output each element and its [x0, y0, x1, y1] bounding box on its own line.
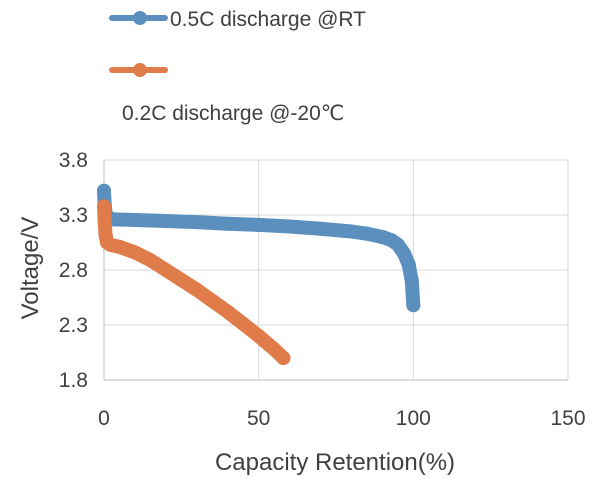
x-tick-label-3: 150 [550, 407, 585, 430]
series-2-point-16 [276, 351, 291, 365]
series-2-point-6 [127, 245, 142, 260]
series-1-point-0 [97, 183, 111, 198]
series-1-point-19 [404, 274, 419, 288]
series-1-point-6 [158, 214, 173, 229]
series-2-point-15 [267, 342, 282, 357]
series-1-point-18 [401, 257, 416, 272]
series-1-point-9 [251, 217, 266, 232]
legend-label-series-1: 0.5C discharge @RT [170, 8, 366, 31]
series-layer [97, 183, 421, 365]
series-2-point-13 [236, 316, 251, 331]
series-1-point-8 [220, 216, 235, 231]
x-tick-label-0: 0 [98, 407, 110, 430]
series-1-point-11 [313, 221, 328, 236]
series-1-point-17 [397, 246, 412, 261]
series-2-point-9 [174, 272, 189, 287]
legend-item-series-1: 0.5C discharge @RT [109, 8, 366, 31]
series-2 [97, 199, 291, 365]
series-1-point-13 [359, 226, 374, 241]
legend-swatch-marker-series-2 [133, 63, 147, 77]
series-1-point-20 [406, 298, 421, 313]
series-1-point-5 [127, 212, 142, 227]
tick-labels: 1.8 2.3 2.8 3.3 3.8 0 50 100 150 [59, 149, 586, 430]
x-axis-label: Capacity Retention(%) [215, 449, 455, 476]
series-1-point-12 [344, 224, 359, 239]
series-2-point-7 [143, 253, 158, 268]
series-2-point-14 [251, 329, 266, 343]
legend-label-series-2: 0.2C discharge @-20℃ [122, 102, 344, 125]
y-tick-label-0: 1.8 [59, 369, 88, 392]
y-tick-label-3: 3.3 [59, 204, 88, 227]
legend: 0.5C discharge @RT 0.2C discharge @-20℃ [109, 8, 366, 125]
series-2-point-0 [97, 199, 111, 214]
series-2-point-12 [220, 304, 235, 319]
y-tick-label-2: 2.8 [59, 259, 88, 282]
x-tick-label-2: 100 [396, 407, 431, 430]
y-axis-label: Voltage/V [17, 217, 44, 320]
legend-swatch-marker-series-1 [133, 11, 147, 25]
y-tick-label-4: 3.8 [59, 149, 88, 172]
series-2-point-10 [189, 282, 204, 297]
series-2-point-11 [205, 293, 220, 308]
series-2-point-1 [97, 213, 112, 228]
y-tick-label-1: 2.3 [59, 314, 88, 337]
series-1-point-7 [189, 215, 204, 230]
legend-item-series-2: 0.2C discharge @-20℃ [109, 63, 344, 125]
x-tick-label-1: 50 [247, 407, 270, 430]
series-2-point-8 [158, 263, 173, 277]
series-2-point-5 [112, 239, 127, 254]
series-1-point-10 [282, 219, 297, 234]
